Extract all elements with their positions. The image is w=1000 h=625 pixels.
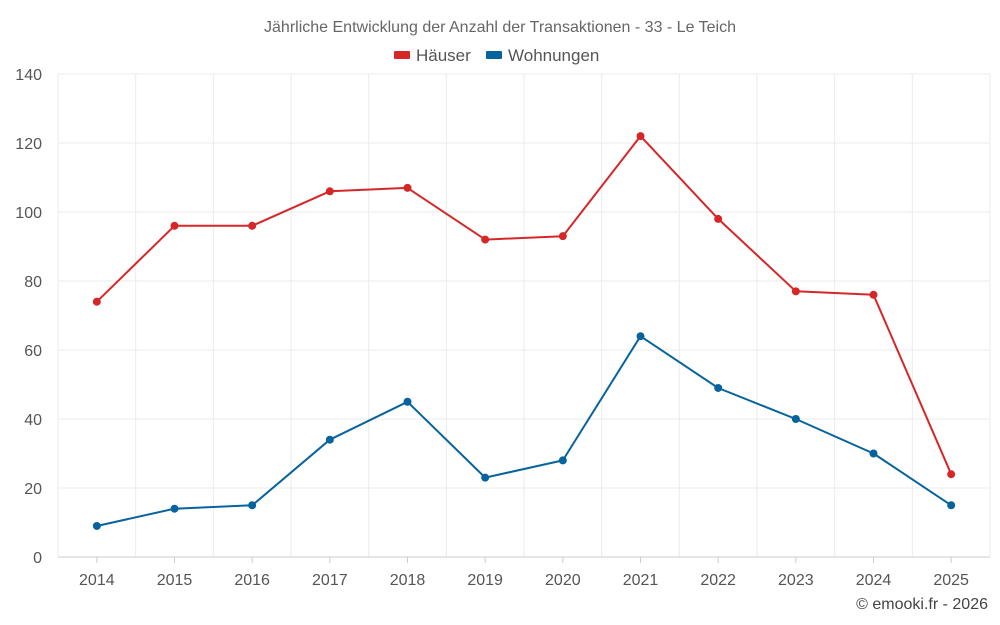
series-layer	[92, 132, 956, 530]
y-tick-label: 40	[24, 412, 42, 429]
axis-layer: 0 20 40 60 80 100 120 140 2014 2015 2016 2017 2018 20…	[15, 67, 990, 589]
data-point[interactable]	[481, 473, 490, 482]
data-point[interactable]	[636, 132, 645, 141]
x-tick-label: 2022	[700, 572, 736, 589]
y-tick-label: 60	[24, 343, 42, 360]
data-point[interactable]	[403, 183, 412, 192]
legend-label-haeuser: Häuser	[416, 46, 471, 65]
legend: Häuser Wohnungen	[394, 46, 599, 65]
data-point[interactable]	[791, 287, 800, 296]
legend-swatch-haeuser	[394, 51, 410, 59]
data-point[interactable]	[403, 397, 412, 406]
legend-item-wohnungen[interactable]: Wohnungen	[486, 46, 599, 65]
data-point[interactable]	[947, 470, 956, 479]
y-tick-label: 0	[33, 550, 42, 567]
legend-label-wohnungen: Wohnungen	[508, 46, 599, 65]
data-point[interactable]	[636, 332, 645, 341]
y-tick-label: 100	[15, 205, 42, 222]
data-point[interactable]	[481, 235, 490, 244]
x-tick-label: 2016	[234, 572, 270, 589]
series-line-1	[96, 335, 952, 527]
x-tick-label: 2021	[623, 572, 659, 589]
data-point[interactable]	[869, 290, 878, 299]
data-point[interactable]	[714, 214, 723, 223]
y-tick-label: 80	[24, 274, 42, 291]
legend-swatch-wohnungen	[486, 51, 502, 59]
data-point[interactable]	[947, 501, 956, 510]
grid-layer	[57, 73, 991, 557]
data-point[interactable]	[92, 521, 101, 530]
legend-item-haeuser[interactable]: Häuser	[394, 46, 471, 65]
data-point[interactable]	[325, 187, 334, 196]
chart-title: Jährliche Entwicklung der Anzahl der Tra…	[264, 19, 736, 36]
data-point[interactable]	[170, 504, 179, 513]
y-tick-label: 20	[24, 481, 42, 498]
data-point[interactable]	[248, 501, 257, 510]
x-tick-label: 2015	[157, 572, 193, 589]
data-point[interactable]	[92, 297, 101, 306]
x-tick-label: 2019	[467, 572, 503, 589]
data-point[interactable]	[558, 456, 567, 465]
x-tick-label: 2017	[312, 572, 348, 589]
x-tick-label: 2024	[856, 572, 892, 589]
data-point[interactable]	[714, 383, 723, 392]
data-point[interactable]	[248, 221, 257, 230]
data-point[interactable]	[791, 415, 800, 423]
x-tick-label: 2025	[933, 572, 969, 589]
x-tick-label: 2014	[79, 572, 115, 589]
x-tick-label: 2020	[545, 572, 581, 589]
data-point[interactable]	[869, 449, 878, 458]
credit-text: © emooki.fr - 2026	[856, 596, 988, 613]
series-line-0	[96, 135, 953, 475]
y-tick-label: 140	[15, 67, 42, 84]
data-point[interactable]	[325, 435, 334, 444]
y-tick-label: 120	[15, 136, 42, 153]
x-tick-label: 2018	[390, 572, 426, 589]
x-tick-label: 2023	[778, 572, 814, 589]
data-point[interactable]	[558, 232, 567, 241]
data-point[interactable]	[170, 221, 179, 230]
